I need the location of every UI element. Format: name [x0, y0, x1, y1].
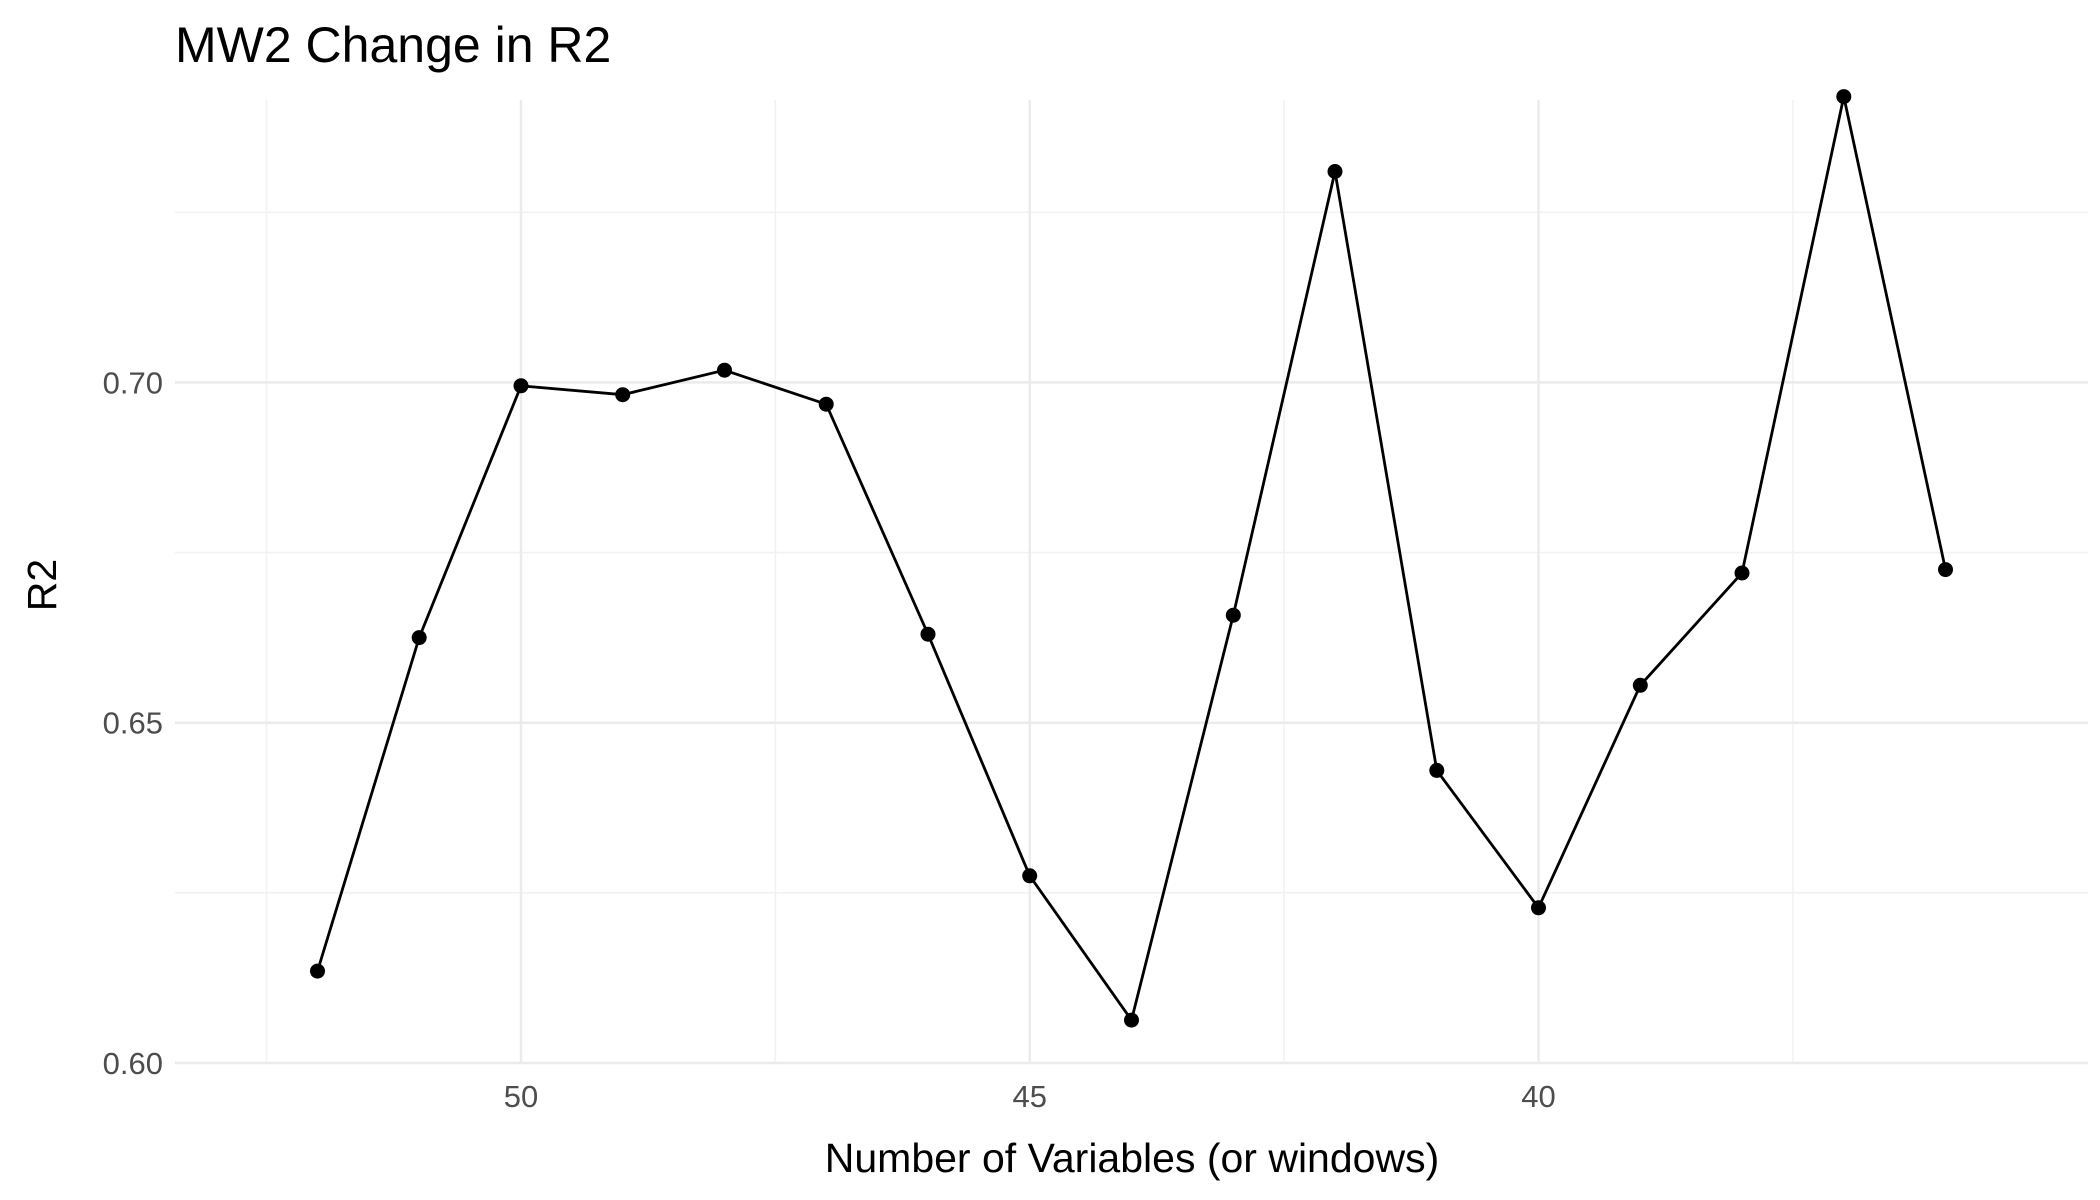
data-point	[1429, 762, 1445, 778]
data-point	[818, 396, 834, 412]
data-point	[310, 963, 325, 979]
data-point	[513, 378, 529, 394]
data-point	[1734, 565, 1750, 581]
x-tick-label: 45	[1013, 1079, 1047, 1114]
data-point	[1124, 1012, 1139, 1028]
data-point	[1836, 89, 1852, 105]
data-point	[1632, 677, 1648, 693]
x-axis-label: Number of Variables (or windows)	[825, 1135, 1439, 1181]
data-point	[411, 630, 427, 646]
x-tick-label: 50	[504, 1079, 538, 1114]
data-point	[1531, 900, 1546, 916]
y-tick-label: 0.60	[103, 1046, 163, 1081]
data-point	[1022, 868, 1038, 884]
series-r2	[310, 89, 1953, 1028]
data-point	[920, 626, 936, 642]
series-line	[316, 96, 1947, 1024]
grid-lines	[175, 100, 2088, 1065]
data-point	[717, 362, 732, 378]
data-point	[1938, 562, 1953, 578]
y-tick-label: 0.70	[103, 365, 163, 400]
data-point	[1327, 164, 1343, 179]
data-point	[1225, 607, 1241, 623]
chart-title: MW2 Change in R2	[175, 17, 611, 73]
data-point	[615, 387, 631, 403]
x-tick-label: 40	[1521, 1079, 1555, 1114]
y-axis-label: R2	[19, 559, 65, 611]
tick-labels: 0.60 0.65 0.70 50 45 40	[103, 365, 1556, 1114]
y-tick-label: 0.65	[103, 706, 163, 741]
